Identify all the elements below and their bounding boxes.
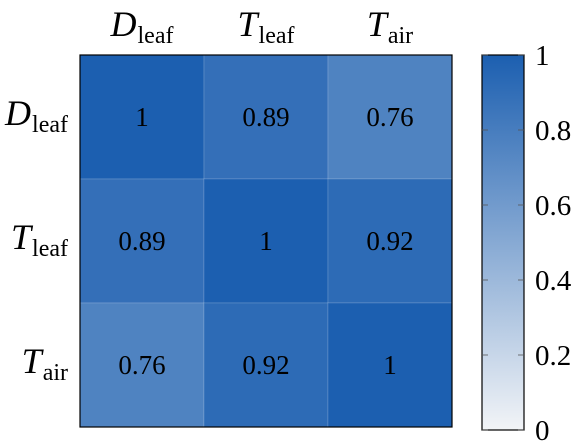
row-label-1-subscript: leaf: [32, 236, 68, 262]
cell-label-1-1: 1: [259, 226, 273, 256]
row-label-0-main: D: [4, 93, 31, 133]
cell-label-0-0: 1: [135, 102, 149, 132]
row-label-2-main: T: [22, 341, 45, 381]
column-labels: Dleaf Tleaf Tair: [110, 4, 414, 49]
column-label-2-main: T: [367, 4, 390, 44]
colorbar-ticks: 0 0.2 0.4 0.6 0.8 1: [482, 40, 572, 444]
heatmap-cell-1-0: [79, 178, 205, 304]
colorbar-tick-label-1: 0.2: [535, 340, 571, 372]
heatmap-frame: [79, 54, 453, 428]
cell-label-0-1: 0.89: [242, 102, 289, 132]
cell-label-2-0: 0.76: [118, 350, 165, 380]
colorbar-tick-label-0: 0: [535, 415, 550, 444]
colorbar-tick-label-3: 0.6: [535, 190, 571, 222]
column-label-0-subscript: leaf: [138, 23, 174, 49]
cell-label-1-0: 0.89: [118, 226, 165, 256]
cell-label-2-2: 1: [383, 350, 397, 380]
column-label-1: Tleaf: [238, 4, 295, 49]
column-label-2-subscript: air: [388, 23, 413, 49]
heatmap-cell-2-1: [203, 302, 329, 428]
colorbar-tick-label-4: 0.8: [535, 115, 571, 147]
colorbar-tick-label-2: 0.4: [535, 265, 572, 297]
row-label-1-main: T: [11, 217, 34, 257]
heatmap-cell-0-0: [79, 54, 205, 180]
colorbar-tick-label-5: 1: [535, 40, 550, 72]
column-label-2: Tair: [367, 4, 413, 49]
row-label-2: Tair: [22, 341, 68, 386]
heatmap-cell-0-1: [203, 54, 329, 180]
row-label-0-subscript: leaf: [32, 112, 68, 138]
cell-label-1-2: 0.92: [366, 226, 413, 256]
column-label-1-subscript: leaf: [259, 23, 295, 49]
heatmap-cells: [79, 54, 453, 428]
row-label-1: Tleaf: [11, 217, 68, 262]
heatmap-cell-2-0: [79, 302, 205, 428]
heatmap-cell-1-2: [327, 178, 453, 304]
cell-label-0-2: 0.76: [366, 102, 413, 132]
heatmap-cell-labels: 1 0.89 0.76 0.89 1 0.92 0.76 0.92 1: [118, 102, 413, 380]
row-label-0: Dleaf: [4, 93, 68, 138]
colorbar: 0 0.2 0.4 0.6 0.8 1: [481, 40, 572, 444]
column-label-0: Dleaf: [110, 4, 174, 49]
column-label-1-main: T: [238, 4, 261, 44]
colorbar-gradient: [481, 54, 525, 431]
row-label-2-subscript: air: [43, 360, 68, 386]
column-label-0-main: D: [110, 4, 137, 44]
cell-label-2-1: 0.92: [242, 350, 289, 380]
heatmap-cell-1-1: [203, 178, 329, 304]
